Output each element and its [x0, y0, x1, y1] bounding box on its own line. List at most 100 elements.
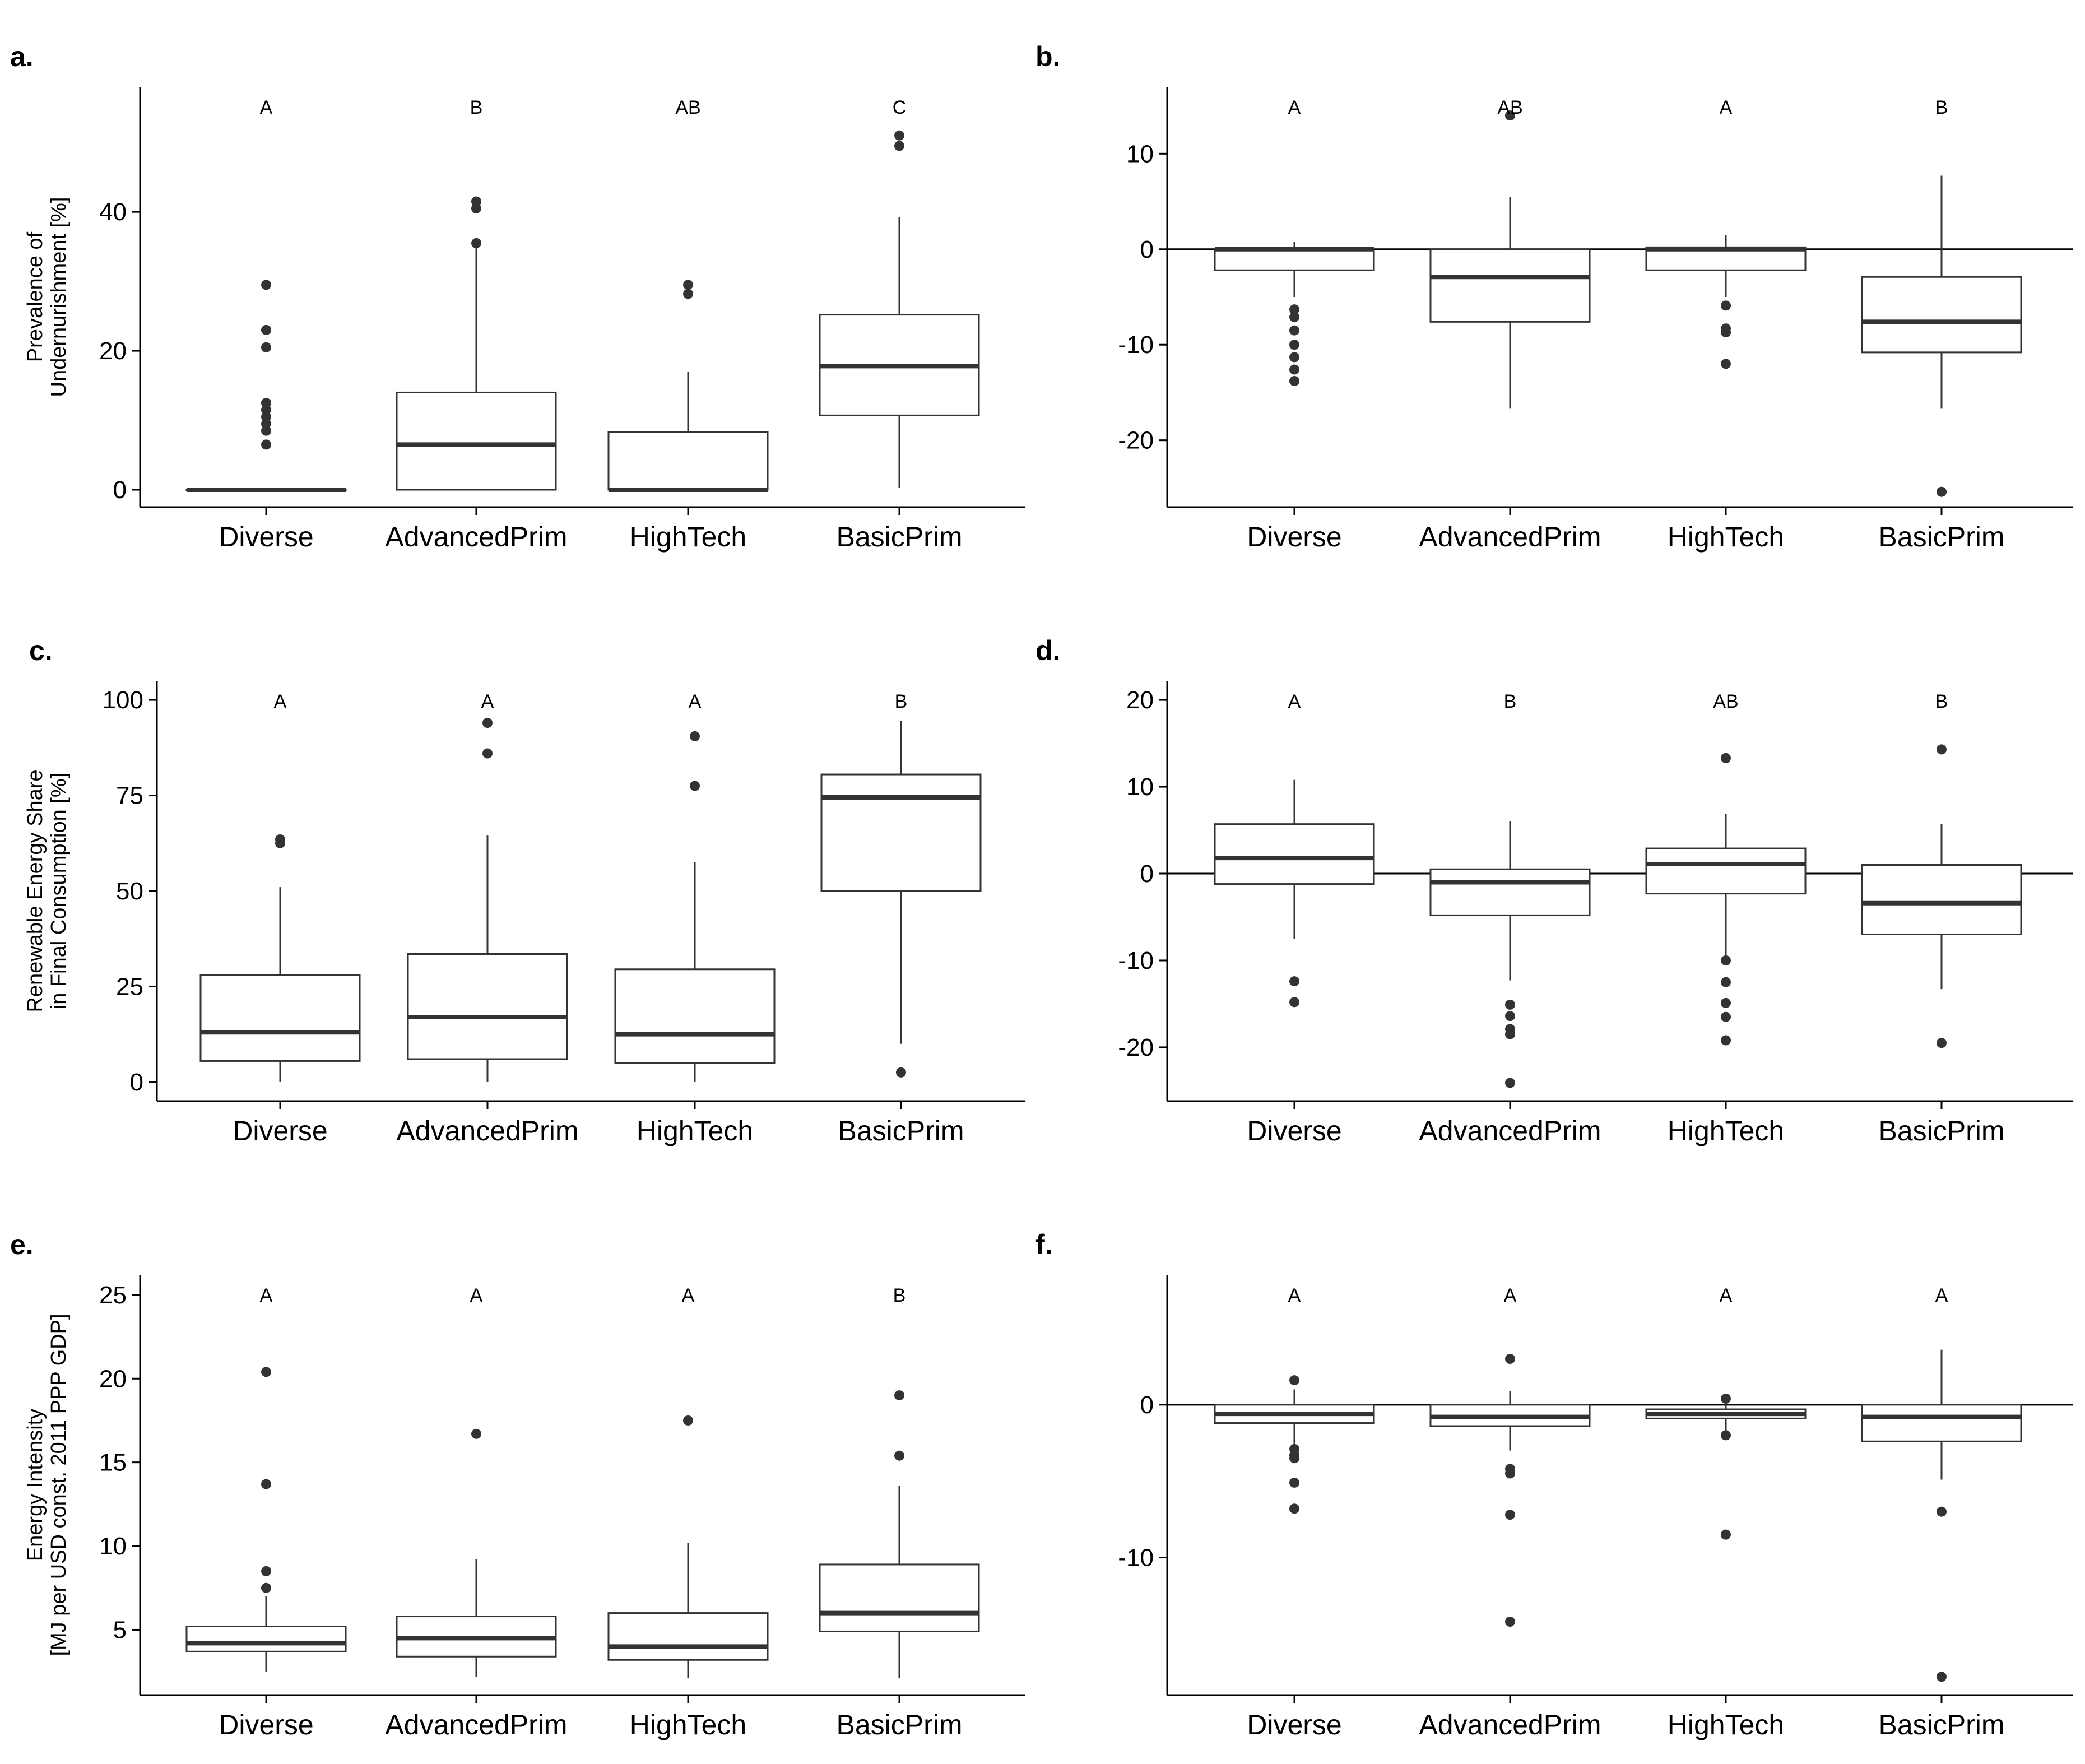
outlier-point — [471, 238, 481, 248]
outlier-point — [1505, 1029, 1515, 1039]
significance-letter: B — [895, 691, 908, 712]
box-hightech — [607, 280, 769, 493]
outlier-point — [1505, 1468, 1515, 1479]
significance-letter: A — [470, 1285, 483, 1306]
iqr-box — [607, 1612, 769, 1661]
box-hightech — [1645, 1393, 1807, 1540]
x-tick-label: BasicPrim — [838, 1115, 964, 1146]
box-hightech — [1645, 235, 1807, 369]
outlier-point — [1721, 753, 1731, 763]
x-tick-label: AdvancedPrim — [385, 1709, 567, 1740]
panel-label: d. — [1035, 635, 1060, 666]
box-diverse — [185, 1367, 347, 1672]
y-tick-label: 20 — [99, 1365, 127, 1392]
panel-e: e. 5 10 15 20 25 Energy Intensity [MJ per USD c… — [10, 1229, 1025, 1740]
significance-letter: AB — [675, 97, 700, 118]
outlier-point — [1289, 304, 1299, 315]
significance-letter: AB — [1497, 97, 1522, 118]
significance-letter: A — [260, 97, 273, 118]
y-axis-title: in Final Consumption [%] — [47, 773, 71, 1009]
outlier-point — [1937, 1038, 1947, 1048]
box-advancedprim — [407, 718, 568, 1082]
significance-letter: B — [1935, 691, 1948, 712]
y-axis-title: Renewable Energy Share — [24, 769, 47, 1012]
outlier-point — [1721, 327, 1731, 338]
outlier-point — [1721, 997, 1731, 1008]
x-tick-label: HighTech — [1668, 1709, 1784, 1740]
outlier-point — [1505, 110, 1515, 121]
outlier-point — [261, 1566, 271, 1576]
outlier-point — [261, 439, 271, 450]
box-advancedprim — [396, 1428, 557, 1677]
outlier-point — [1289, 1375, 1299, 1386]
iqr-box — [1429, 248, 1591, 323]
box-basicprim — [820, 721, 982, 1078]
significance-letter: A — [1288, 691, 1301, 712]
outlier-point — [1721, 1035, 1731, 1046]
significance-letter: A — [1288, 97, 1301, 118]
outlier-point — [1505, 1617, 1515, 1627]
x-tick-label: HighTech — [637, 1115, 753, 1146]
iqr-box — [1429, 868, 1591, 916]
outlier-point — [1721, 359, 1731, 369]
outlier-point — [1289, 376, 1299, 386]
y-tick-label: 0 — [130, 1069, 143, 1096]
panel-d: d. -20 -10 0 10 20 Diverse A AdvancedPrim B HighTe… — [1035, 635, 2073, 1146]
outlier-point — [1289, 312, 1299, 322]
box-basicprim — [819, 130, 980, 488]
outlier-point — [1289, 364, 1299, 375]
iqr-box — [614, 968, 776, 1064]
outlier-point — [1289, 340, 1299, 350]
significance-letter: A — [1720, 97, 1733, 118]
y-tick-label: -10 — [1118, 947, 1154, 974]
y-tick-label: -20 — [1118, 427, 1154, 454]
significance-letter: A — [260, 1285, 273, 1306]
outlier-point — [1937, 744, 1947, 755]
box-hightech — [1645, 753, 1807, 1046]
x-tick-label: AdvancedPrim — [1419, 1709, 1601, 1740]
significance-letter: B — [1504, 691, 1517, 712]
box-hightech — [607, 1415, 769, 1679]
outlier-point — [261, 1367, 271, 1377]
y-tick-label: 0 — [1140, 860, 1154, 888]
x-tick-label: Diverse — [219, 521, 313, 553]
panel-label: e. — [10, 1229, 34, 1260]
significance-letter: A — [481, 691, 494, 712]
outlier-point — [261, 398, 271, 408]
outlier-point — [1721, 955, 1731, 965]
iqr-box — [1214, 248, 1375, 271]
panel-c: c. 0 25 50 75 100 Renewable Energy Share in Fin… — [24, 635, 1025, 1146]
x-tick-label: BasicPrim — [836, 1709, 962, 1740]
x-tick-label: HighTech — [1668, 521, 1784, 553]
outlier-point — [261, 342, 271, 352]
outlier-point — [1937, 1672, 1947, 1682]
x-tick-label: BasicPrim — [836, 521, 962, 553]
outlier-point — [1505, 1354, 1515, 1364]
y-tick-label: -10 — [1118, 331, 1154, 359]
iqr-box — [407, 953, 568, 1060]
significance-letter: A — [1935, 1285, 1948, 1306]
x-tick-label: Diverse — [1247, 1115, 1341, 1146]
outlier-point — [261, 425, 271, 436]
outlier-point — [1505, 999, 1515, 1010]
panel-label: f. — [1035, 1229, 1053, 1260]
x-tick-label: BasicPrim — [1878, 1115, 2004, 1146]
y-axis-title: Prevalence of — [24, 231, 47, 362]
iqr-box — [1861, 864, 2022, 935]
outlier-point — [261, 1479, 271, 1489]
outlier-point — [894, 1390, 904, 1401]
panel-f: f. -10 0 Diverse A AdvancedPrim A HighTech A Basi… — [1035, 1229, 2073, 1740]
iqr-box — [820, 773, 982, 892]
y-tick-label: 0 — [113, 476, 127, 504]
y-tick-label: 0 — [1140, 236, 1154, 263]
y-tick-label: -20 — [1118, 1034, 1154, 1061]
x-tick-label: BasicPrim — [1878, 521, 2004, 553]
panel-b: b.-20-10010DiverseAAdvancedPrimABHighTec… — [1035, 41, 2073, 553]
box-advancedprim — [1429, 821, 1591, 1088]
significance-letter: B — [470, 97, 483, 118]
y-tick-label: 10 — [1126, 773, 1154, 801]
box-diverse — [1214, 1375, 1375, 1514]
outlier-point — [894, 141, 904, 151]
significance-letter: AB — [1713, 691, 1738, 712]
